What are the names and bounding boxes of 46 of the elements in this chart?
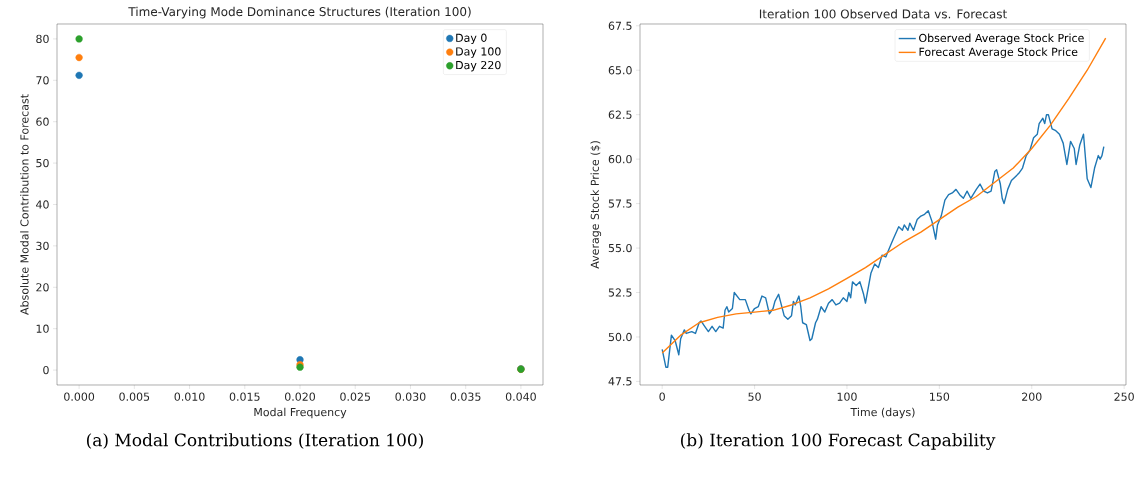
y-tick-label: 30 bbox=[36, 241, 49, 251]
y-tick-label: 50.0 bbox=[608, 332, 632, 342]
x-tick-label: 0.000 bbox=[64, 392, 95, 401]
x-tick-label: 0.025 bbox=[340, 392, 371, 401]
x-tick-label: 150 bbox=[930, 392, 950, 401]
y-tick-label: 55.0 bbox=[608, 243, 632, 253]
chart-title: Time-Varying Mode Dominance Structures (Iteration 100) bbox=[128, 6, 471, 19]
y-tick-label: 80 bbox=[36, 34, 49, 44]
x-tick-label: 50 bbox=[748, 392, 761, 401]
y-tick-label: 65.0 bbox=[608, 66, 632, 75]
x-tick-label: 0 bbox=[659, 392, 665, 401]
text: (b) Iteration 100 Forecast Capability bbox=[681, 433, 996, 450]
x-tick-label: 0.005 bbox=[119, 392, 150, 401]
y-tick-label: 70 bbox=[36, 76, 49, 85]
legend-label: Day 220 bbox=[456, 60, 501, 72]
x-axis-title: Time (days) bbox=[850, 407, 915, 419]
x-tick-label: 100 bbox=[837, 392, 857, 401]
legend-label: Day 100 bbox=[456, 47, 501, 58]
x-tick-label: 0.030 bbox=[395, 392, 426, 401]
legend-label: Observed Average Stock Price bbox=[919, 33, 1084, 45]
y-tick-label: 62.5 bbox=[608, 110, 632, 119]
y-tick-label: 47.5 bbox=[608, 377, 632, 386]
x-tick-label: 250 bbox=[1114, 392, 1134, 401]
y-tick-label: 10 bbox=[36, 324, 49, 333]
x-axis-title: Modal Frequency bbox=[254, 407, 347, 419]
y-tick-label: 50 bbox=[36, 158, 49, 168]
y-tick-label: 52.5 bbox=[608, 288, 632, 297]
x-tick-label: 0.020 bbox=[284, 392, 316, 401]
chart-title: Iteration 100 Observed Data vs. Forecast bbox=[759, 9, 1007, 19]
y-tick-label: 60 bbox=[36, 117, 49, 126]
y-axis-title: Average Stock Price ($) bbox=[590, 141, 602, 269]
legend-label: Forecast Average Stock Price bbox=[919, 47, 1078, 59]
y-tick-label: 40 bbox=[36, 200, 49, 209]
y-tick-label: 60.0 bbox=[608, 154, 632, 164]
legend-label: Day 0 bbox=[456, 33, 487, 45]
y-tick-label: 57.5 bbox=[608, 199, 632, 208]
y-axis-title: Absolute Modal Contribution to Forecast bbox=[20, 94, 29, 315]
x-tick-label: 0.015 bbox=[229, 392, 260, 401]
text: (a) Modal Contributions (Iteration 100) bbox=[86, 433, 423, 449]
y-tick-label: 20 bbox=[36, 283, 49, 292]
x-tick-label: 0.040 bbox=[505, 392, 536, 401]
y-tick-label: 67.5 bbox=[608, 21, 632, 30]
x-tick-label: 0.010 bbox=[174, 392, 205, 401]
x-tick-label: 0.035 bbox=[450, 392, 481, 401]
x-tick-label: 200 bbox=[1022, 392, 1042, 401]
y-tick-label: 0 bbox=[43, 365, 49, 375]
